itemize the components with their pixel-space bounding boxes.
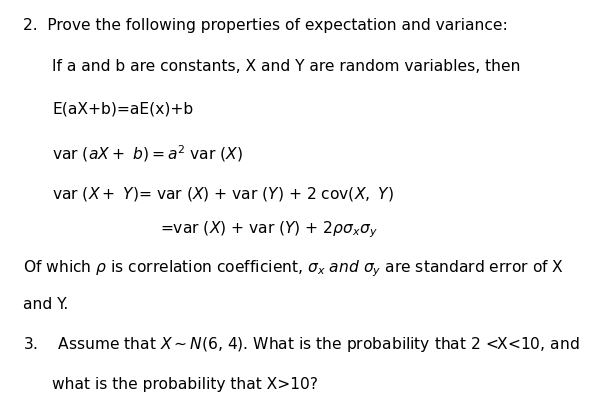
Text: var $(aX+\ b) = a^2$ var $(X)$: var $(aX+\ b) = a^2$ var $(X)$ xyxy=(52,143,244,164)
Text: E(aX+b)=aE(x)+b: E(aX+b)=aE(x)+b xyxy=(52,101,194,116)
Text: 2.  Prove the following properties of expectation and variance:: 2. Prove the following properties of exp… xyxy=(23,18,507,33)
Text: and Y.: and Y. xyxy=(23,297,68,312)
Text: Of which $\rho$ is correlation coefficient, $\sigma_x$ $\mathit{and}$ $\sigma_y$: Of which $\rho$ is correlation coefficie… xyxy=(23,258,564,279)
Text: If a and b are constants, X and Y are random variables, then: If a and b are constants, X and Y are ra… xyxy=(52,59,521,74)
Text: 3.    Assume that $X\sim N$(6, 4). What is the probability that 2 <X<10, and: 3. Assume that $X\sim N$(6, 4). What is … xyxy=(23,335,579,354)
Text: =var $(X)$ + var $(Y)$ + $2\rho\sigma_x\sigma_y$: =var $(X)$ + var $(Y)$ + $2\rho\sigma_x\… xyxy=(160,219,378,240)
Text: what is the probability that X>10?: what is the probability that X>10? xyxy=(52,377,318,392)
Text: var $(X+\ Y)$= var $(X)$ + var $(Y)$ + 2 cov$(X,\ Y)$: var $(X+\ Y)$= var $(X)$ + var $(Y)$ + 2… xyxy=(52,185,394,203)
